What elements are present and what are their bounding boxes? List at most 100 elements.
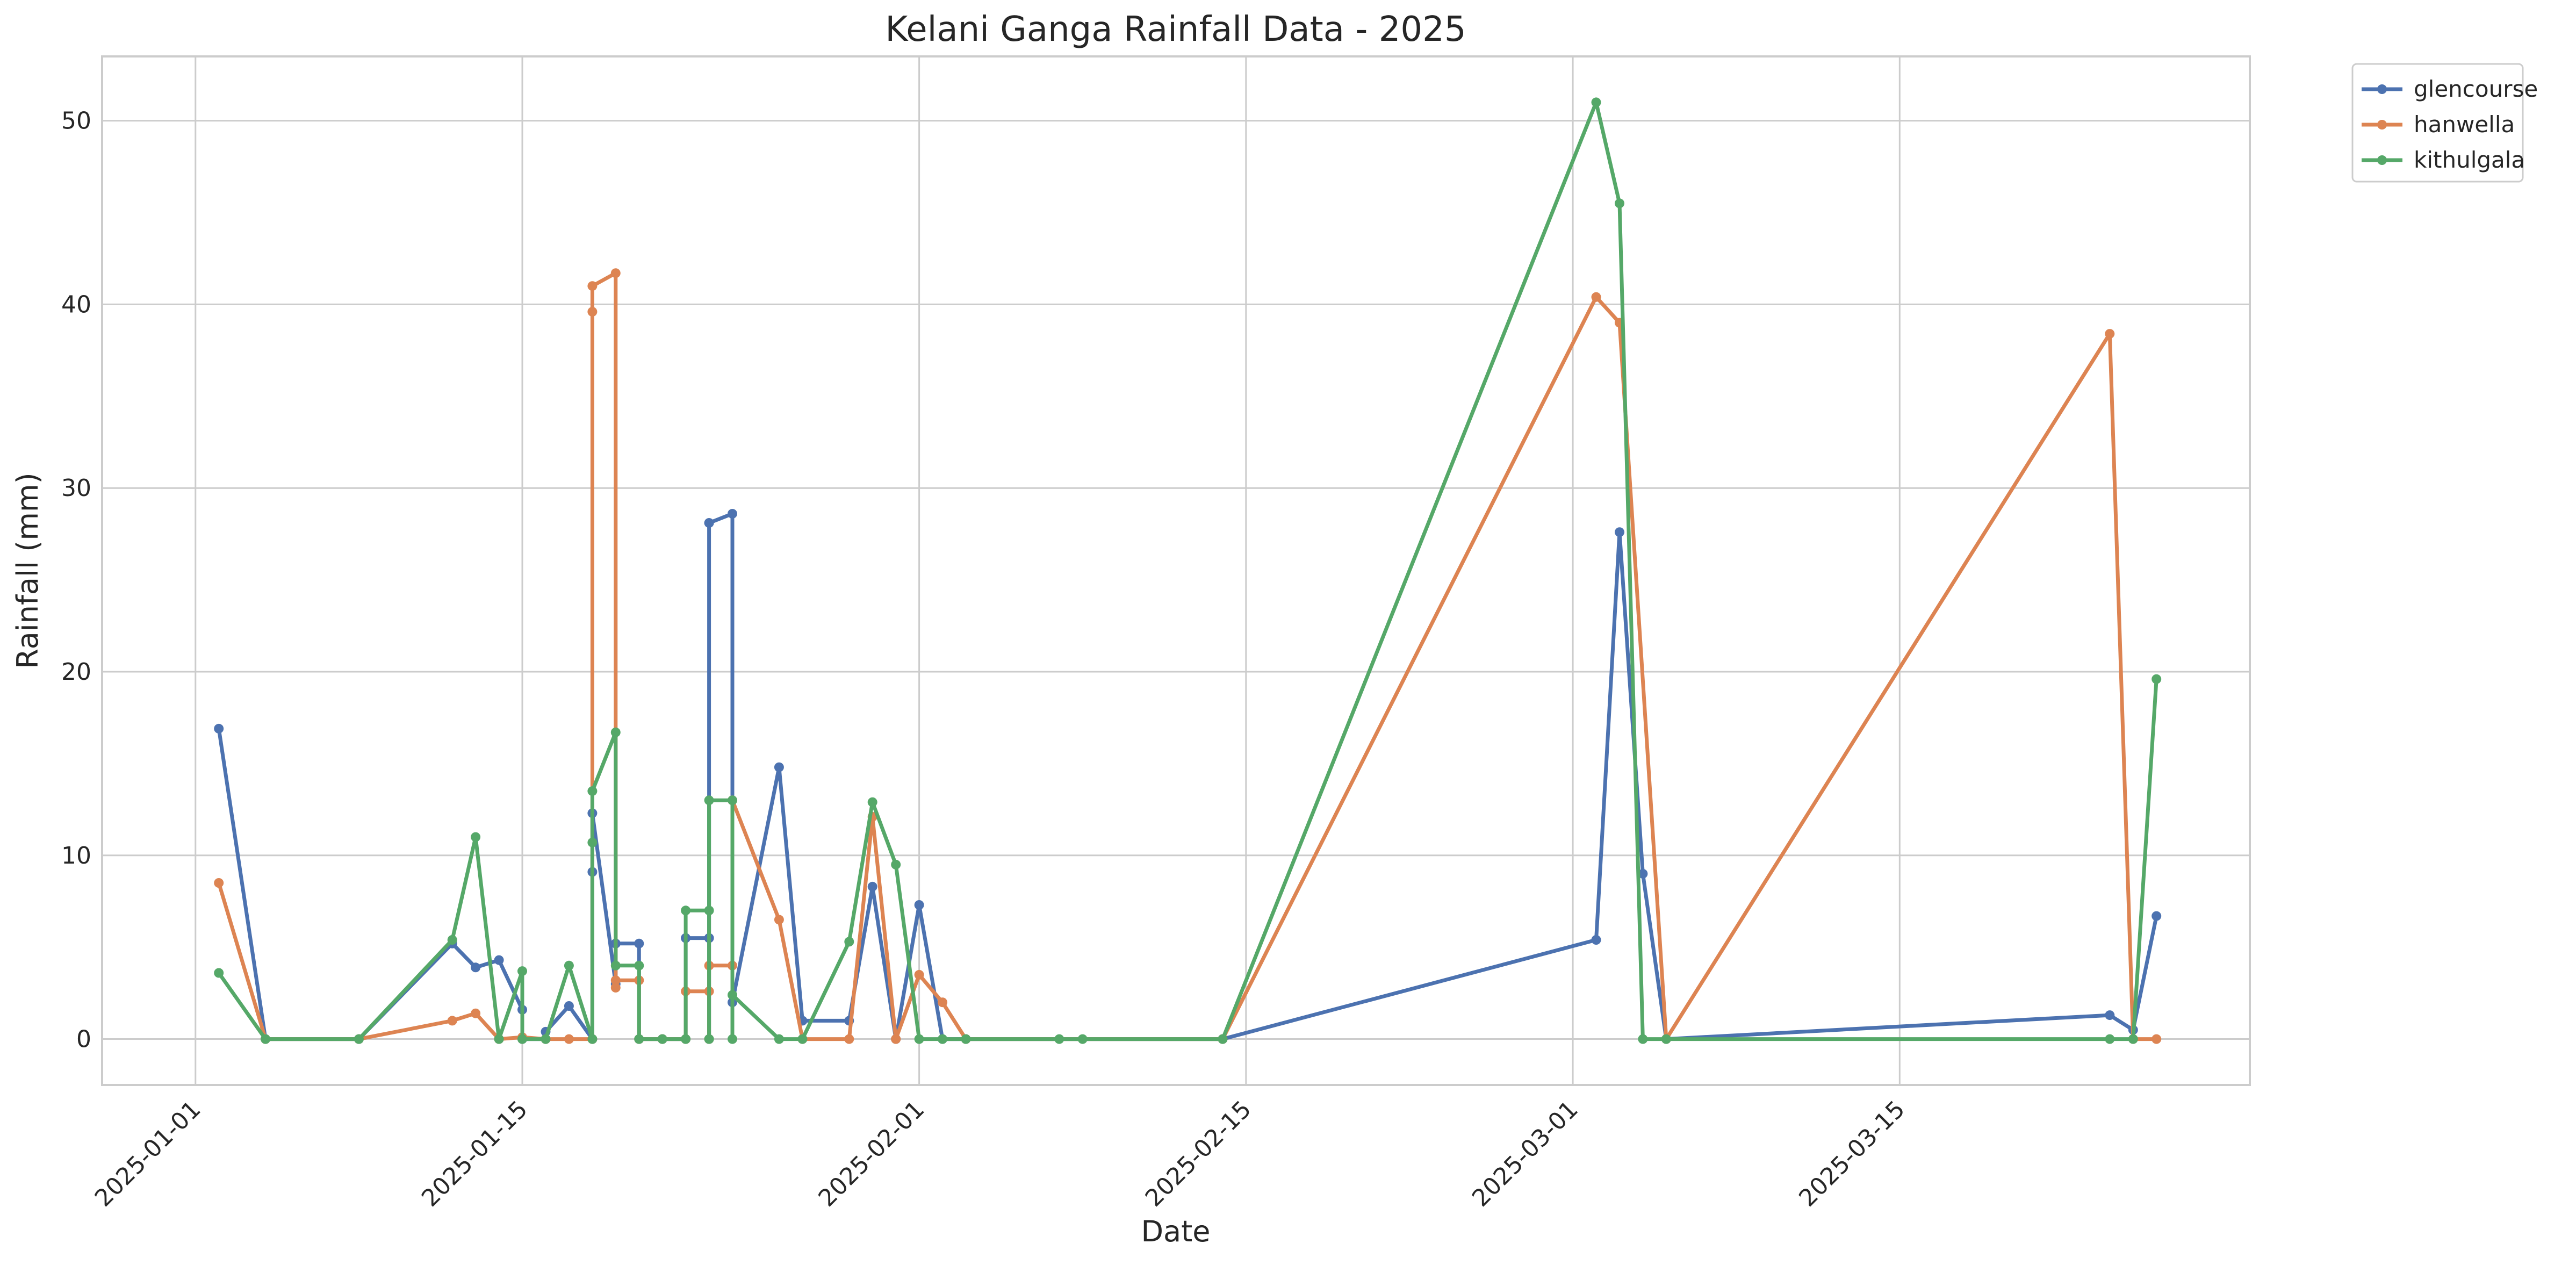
data-point	[564, 1034, 574, 1044]
data-point	[774, 762, 784, 772]
x-tick-label: 2025-03-15	[1794, 1096, 1910, 1212]
data-point	[610, 975, 621, 986]
data-point	[634, 1034, 644, 1044]
series-group	[214, 97, 2162, 1044]
data-point	[494, 1034, 504, 1044]
data-point	[610, 982, 621, 993]
data-point	[914, 969, 924, 980]
data-point	[681, 1034, 691, 1044]
data-point	[844, 937, 854, 947]
data-point	[354, 1034, 364, 1044]
data-point	[1054, 1034, 1064, 1044]
data-point	[961, 1034, 971, 1044]
data-point	[1591, 935, 1601, 945]
data-point	[704, 905, 714, 916]
x-tick-label: 2025-01-01	[90, 1096, 206, 1212]
data-point	[1218, 1034, 1228, 1044]
data-point	[774, 915, 784, 925]
x-tick-label: 2025-01-15	[416, 1096, 533, 1212]
data-point	[447, 935, 457, 945]
series-kithulgala	[214, 97, 2162, 1044]
data-point	[704, 795, 714, 806]
data-point	[891, 859, 901, 869]
data-point	[938, 1034, 947, 1044]
data-point	[2152, 674, 2162, 684]
plot-area	[101, 55, 2251, 1086]
legend-box	[2351, 63, 2524, 183]
data-point	[517, 966, 527, 976]
data-point	[587, 786, 598, 796]
data-point	[728, 1034, 737, 1044]
legend-marker	[2377, 155, 2387, 165]
y-tick-label: 50	[61, 107, 91, 135]
legend-marker	[2377, 84, 2387, 94]
data-point	[704, 518, 714, 528]
data-point	[1661, 1034, 1671, 1044]
data-point	[610, 727, 621, 737]
data-point	[844, 1034, 854, 1044]
data-point	[214, 723, 224, 734]
data-point	[214, 968, 224, 978]
y-tick-labels: 0 10 20 30 40 50	[61, 107, 91, 1053]
data-point	[2152, 1034, 2162, 1044]
data-point	[587, 837, 598, 847]
legend-label: glencourse	[2414, 76, 2538, 102]
y-axis-title: Rainfall (mm)	[11, 472, 45, 669]
data-point	[1591, 97, 1601, 107]
data-point	[1615, 527, 1624, 537]
data-point	[634, 938, 644, 948]
data-point	[610, 960, 621, 971]
data-point	[1638, 1034, 1648, 1044]
x-axis-title: Date	[1141, 1214, 1210, 1248]
data-point	[447, 1016, 457, 1026]
data-point	[1591, 292, 1601, 302]
data-point	[728, 795, 737, 806]
data-point	[914, 1034, 924, 1044]
data-point	[2105, 1034, 2115, 1044]
data-point	[938, 997, 947, 1008]
data-point	[774, 1034, 784, 1044]
chart-title: Kelani Ganga Rainfall Data - 2025	[885, 10, 1466, 49]
data-point	[471, 832, 481, 842]
data-point	[891, 1034, 901, 1044]
data-point	[728, 990, 737, 1000]
data-point	[214, 878, 224, 888]
data-point	[704, 1034, 714, 1044]
y-tick-label: 10	[61, 842, 91, 869]
legend-label: kithulgala	[2414, 147, 2525, 173]
data-point	[867, 881, 877, 892]
y-tick-label: 20	[61, 658, 91, 686]
data-point	[681, 905, 691, 916]
data-point	[867, 797, 877, 807]
data-point	[657, 1034, 667, 1044]
data-point	[1077, 1034, 1088, 1044]
y-tick-label: 0	[76, 1026, 91, 1053]
y-tick-label: 30	[61, 475, 91, 502]
data-point	[797, 1034, 808, 1044]
data-point	[2105, 329, 2115, 339]
data-point	[494, 955, 504, 965]
x-tick-label: 2025-02-15	[1140, 1096, 1257, 1212]
data-point	[2128, 1034, 2138, 1044]
grid-lines	[102, 56, 2250, 1085]
y-tick-label: 40	[61, 291, 91, 318]
data-point	[564, 960, 574, 971]
data-point	[1638, 868, 1648, 879]
data-point	[517, 1034, 527, 1044]
data-point	[541, 1034, 551, 1044]
x-tick-label: 2025-03-01	[1467, 1096, 1584, 1212]
data-point	[471, 962, 481, 973]
data-point	[634, 960, 644, 971]
data-point	[587, 281, 598, 291]
x-tick-label: 2025-02-01	[813, 1096, 930, 1212]
data-point	[1615, 198, 1624, 209]
data-point	[587, 307, 598, 317]
data-point	[2105, 1010, 2115, 1020]
data-point	[261, 1034, 271, 1044]
data-point	[610, 268, 621, 278]
data-point	[914, 900, 924, 910]
data-point	[728, 509, 737, 519]
data-point	[2152, 911, 2162, 921]
data-point	[471, 1008, 481, 1018]
